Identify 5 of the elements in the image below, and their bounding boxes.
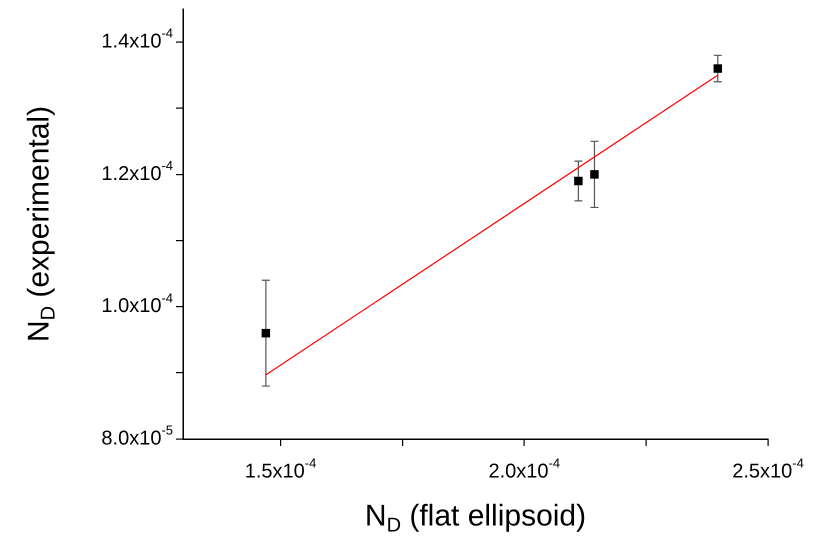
point bbox=[714, 64, 722, 73]
y-axis-title: ND (experimental) bbox=[22, 106, 60, 342]
point bbox=[262, 328, 270, 338]
point bbox=[574, 176, 583, 186]
point bbox=[590, 170, 599, 179]
